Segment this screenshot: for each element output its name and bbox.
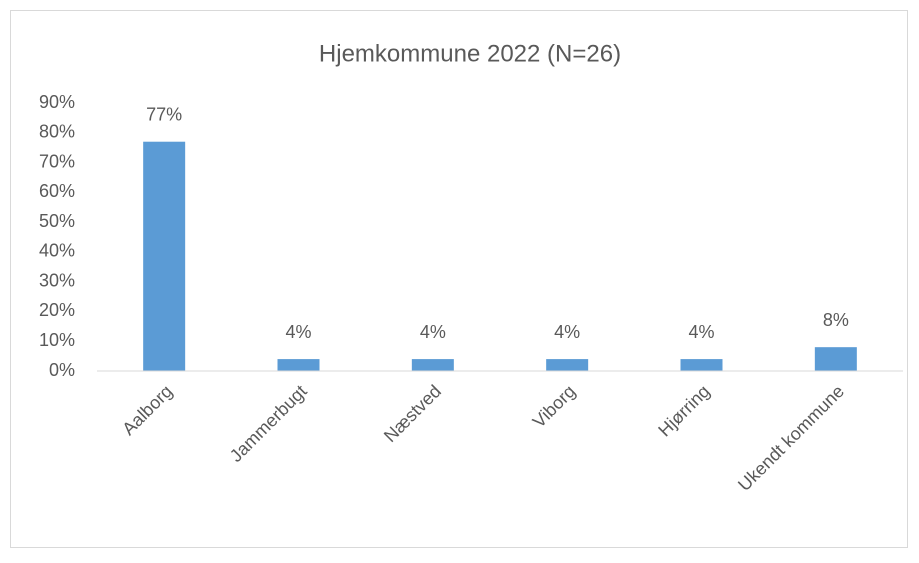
data-label: 4%	[688, 322, 714, 342]
bar	[814, 347, 857, 371]
bar	[680, 359, 723, 371]
y-tick-label: 70%	[39, 151, 75, 171]
y-tick-label: 20%	[39, 300, 75, 320]
bar	[411, 359, 454, 371]
bar	[546, 359, 589, 371]
y-tick-label: 50%	[39, 211, 75, 231]
chart-title: Hjemkommune 2022 (N=26)	[319, 40, 621, 67]
y-tick-label: 30%	[39, 270, 75, 290]
data-label: 4%	[285, 322, 311, 342]
bar	[277, 359, 320, 371]
data-label: 4%	[420, 322, 446, 342]
data-label: 4%	[554, 322, 580, 342]
y-tick-label: 0%	[49, 360, 75, 380]
data-label: 8%	[823, 310, 849, 330]
y-tick-label: 90%	[39, 92, 75, 112]
data-label: 77%	[146, 104, 182, 124]
y-tick-label: 10%	[39, 330, 75, 350]
y-tick-label: 80%	[39, 122, 75, 142]
bar	[143, 141, 186, 371]
y-tick-label: 40%	[39, 241, 75, 261]
y-tick-label: 60%	[39, 181, 75, 201]
